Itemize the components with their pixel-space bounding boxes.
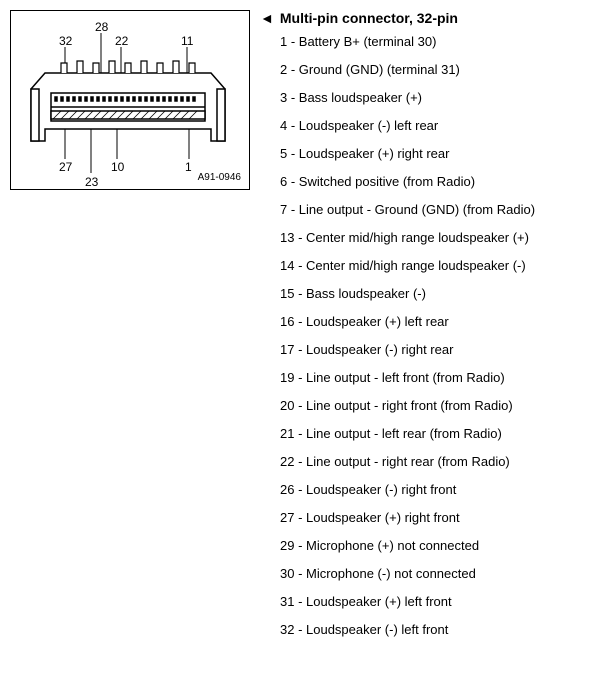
connector-svg	[11, 11, 251, 191]
diagram-pin-label: 28	[95, 21, 108, 33]
diagram-pin-label: 1	[185, 161, 192, 173]
triangle-left-icon: ◄	[260, 10, 274, 26]
pin-item: 3 - Bass loudspeaker (+)	[280, 90, 596, 105]
pin-item: 29 - Microphone (+) not connected	[280, 538, 596, 553]
pin-item: 1 - Battery B+ (terminal 30)	[280, 34, 596, 49]
pin-item: 26 - Loudspeaker (-) right front	[280, 482, 596, 497]
diagram-pin-label: 10	[111, 161, 124, 173]
pin-item: 21 - Line output - left rear (from Radio…	[280, 426, 596, 441]
connector-title: Multi-pin connector, 32-pin	[280, 10, 458, 26]
pin-list: 1 - Battery B+ (terminal 30) 2 - Ground (…	[260, 34, 596, 637]
pin-item: 16 - Loudspeaker (+) left rear	[280, 314, 596, 329]
diagram-pin-label: 11	[181, 35, 193, 47]
pin-item: 17 - Loudspeaker (-) right rear	[280, 342, 596, 357]
pin-item: 2 - Ground (GND) (terminal 31)	[280, 62, 596, 77]
pin-item: 6 - Switched positive (from Radio)	[280, 174, 596, 189]
pin-item: 22 - Line output - right rear (from Radi…	[280, 454, 596, 469]
diagram-pin-label: 23	[85, 176, 98, 188]
title-row: ◄ Multi-pin connector, 32-pin	[260, 10, 596, 26]
page: 32 28 22 11 27 23 10 1 A91-0946 ◄ Multi-pin co…	[10, 10, 596, 650]
diagram-id: A91-0946	[198, 172, 241, 183]
pin-item: 7 - Line output - Ground (GND) (from Rad…	[280, 202, 596, 217]
diagram-pin-label: 27	[59, 161, 72, 173]
connector-diagram-box: 32 28 22 11 27 23 10 1 A91-0946	[10, 10, 250, 190]
pin-item: 19 - Line output - left front (from Radi…	[280, 370, 596, 385]
pin-item: 13 - Center mid/high range loudspeaker (…	[280, 230, 596, 245]
pinout-text: ◄ Multi-pin connector, 32-pin 1 - Batter…	[260, 10, 596, 650]
diagram-pin-label: 22	[115, 35, 128, 47]
pin-item: 32 - Loudspeaker (-) left front	[280, 622, 596, 637]
pin-item: 15 - Bass loudspeaker (-)	[280, 286, 596, 301]
pin-item: 30 - Microphone (-) not connected	[280, 566, 596, 581]
diagram-pin-label: 32	[59, 35, 72, 47]
pin-item: 31 - Loudspeaker (+) left front	[280, 594, 596, 609]
pin-item: 5 - Loudspeaker (+) right rear	[280, 146, 596, 161]
pin-item: 27 - Loudspeaker (+) right front	[280, 510, 596, 525]
pin-item: 4 - Loudspeaker (-) left rear	[280, 118, 596, 133]
pin-item: 14 - Center mid/high range loudspeaker (…	[280, 258, 596, 273]
pin-item: 20 - Line output - right front (from Rad…	[280, 398, 596, 413]
